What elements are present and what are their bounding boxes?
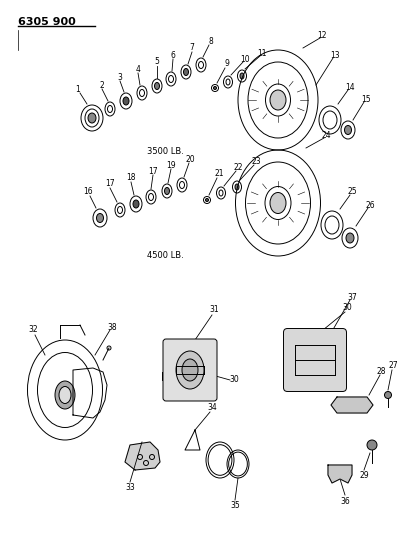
Text: 31: 31 [209,305,219,314]
Text: 9: 9 [224,60,229,69]
Text: 17: 17 [148,166,158,175]
Text: 32: 32 [28,326,38,335]
Text: 6: 6 [171,51,175,60]
Text: 25: 25 [347,188,357,197]
Text: 34: 34 [207,402,217,411]
Text: 27: 27 [388,360,398,369]
Text: 3: 3 [118,72,122,82]
Ellipse shape [176,351,204,389]
Text: 20: 20 [185,155,195,164]
Text: 29: 29 [359,472,369,481]
Ellipse shape [88,113,96,123]
Text: 13: 13 [330,51,340,60]
Ellipse shape [133,200,139,208]
Text: 16: 16 [83,188,93,197]
Ellipse shape [235,184,239,190]
Text: 14: 14 [345,83,355,92]
Text: 6305 900: 6305 900 [18,17,76,27]
Text: 2: 2 [100,80,104,90]
Ellipse shape [184,69,188,76]
Text: 4: 4 [135,64,140,74]
Ellipse shape [59,386,71,403]
Text: 19: 19 [166,160,176,169]
Ellipse shape [155,83,160,90]
Polygon shape [125,442,160,470]
Text: 36: 36 [340,497,350,505]
Text: 30: 30 [342,303,352,312]
Ellipse shape [164,188,169,195]
Text: 7: 7 [190,44,195,52]
Text: 35: 35 [230,502,240,511]
Ellipse shape [55,381,75,409]
Ellipse shape [240,73,244,79]
Ellipse shape [344,125,352,134]
Text: 37: 37 [347,293,357,302]
Text: 10: 10 [240,54,250,63]
Ellipse shape [270,192,286,214]
FancyBboxPatch shape [163,339,217,401]
Polygon shape [331,397,373,413]
Text: 8: 8 [208,36,213,45]
Text: 12: 12 [317,30,327,39]
Text: 11: 11 [257,49,267,58]
Text: 38: 38 [107,322,117,332]
Ellipse shape [346,233,354,243]
Text: 3500 LB.: 3500 LB. [146,148,184,157]
Ellipse shape [270,90,286,110]
Text: 4500 LB.: 4500 LB. [146,251,183,260]
Ellipse shape [213,86,217,90]
Text: 33: 33 [125,482,135,491]
Text: 24: 24 [321,131,331,140]
Circle shape [367,440,377,450]
Ellipse shape [384,392,392,399]
Ellipse shape [182,359,198,381]
FancyBboxPatch shape [284,328,346,392]
Text: 15: 15 [361,94,371,103]
Text: 17: 17 [105,180,115,189]
Ellipse shape [97,214,104,222]
Text: 23: 23 [251,157,261,166]
Text: 1: 1 [75,85,80,94]
Ellipse shape [123,97,129,105]
Ellipse shape [206,198,208,201]
Polygon shape [328,465,352,483]
Text: 26: 26 [365,200,375,209]
Text: 28: 28 [376,367,386,376]
Text: 18: 18 [126,174,136,182]
Text: 21: 21 [214,169,224,179]
Text: 22: 22 [233,164,243,173]
Text: 30: 30 [229,376,239,384]
Text: 5: 5 [155,58,160,67]
